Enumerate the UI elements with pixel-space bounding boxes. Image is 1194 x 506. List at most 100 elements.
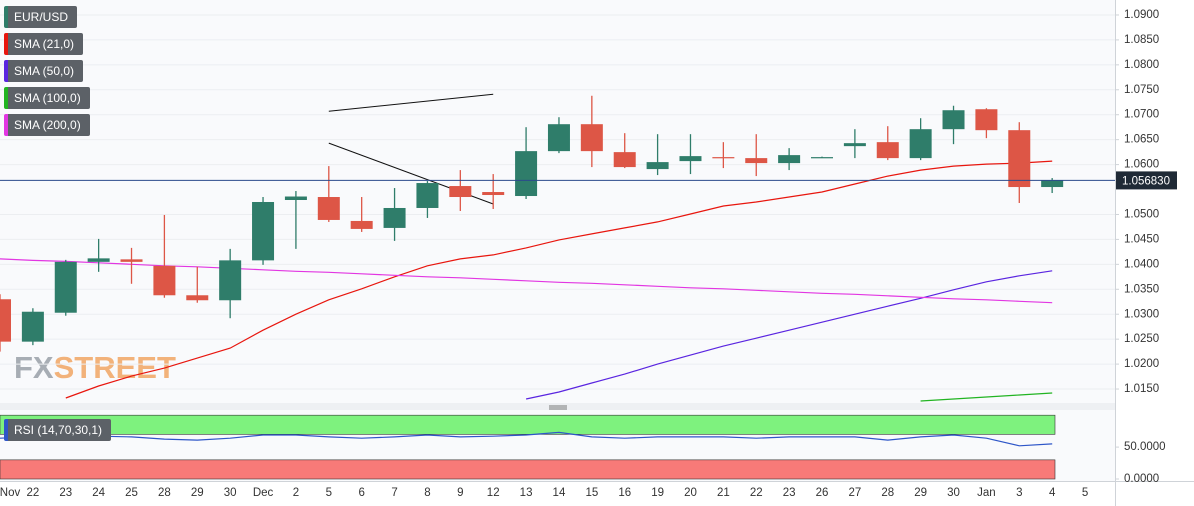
y-tick-label: 1.0400 bbox=[1124, 258, 1159, 270]
x-tick-label: 24 bbox=[92, 487, 105, 499]
x-tick-label: Nov bbox=[0, 487, 20, 499]
y-tick-label: 1.0900 bbox=[1124, 9, 1159, 21]
y-tick-label: 0.0000 bbox=[1124, 473, 1159, 485]
candle-body bbox=[120, 259, 143, 262]
x-tick-label: 23 bbox=[59, 487, 72, 499]
y-tick-label: 1.0850 bbox=[1124, 34, 1159, 46]
watermark: FXSTREET bbox=[14, 350, 176, 385]
last-price-box bbox=[1116, 171, 1177, 190]
y-tick-label: 1.0150 bbox=[1124, 383, 1159, 395]
x-tick-label: Dec bbox=[253, 487, 274, 499]
last-price-label: 1.056830 bbox=[1122, 175, 1170, 187]
x-tick-label: 3 bbox=[1016, 487, 1022, 499]
candle-body bbox=[778, 155, 801, 164]
candle-body bbox=[580, 124, 603, 152]
x-tick-label: 7 bbox=[391, 487, 397, 499]
x-tick-label: Jan bbox=[977, 487, 996, 499]
candle-body bbox=[54, 261, 77, 313]
x-tick-label: 19 bbox=[651, 487, 664, 499]
legend-entry[interactable]: SMA (21,0) bbox=[4, 33, 84, 55]
x-tick-label: 26 bbox=[816, 487, 829, 499]
x-tick-label: 30 bbox=[224, 487, 237, 499]
x-tick-label: 27 bbox=[848, 487, 861, 499]
legend-entry[interactable]: SMA (200,0) bbox=[4, 114, 90, 136]
sma-line bbox=[525, 270, 1053, 400]
axes: 1.0900 1.0850 1.0800 1.0750 1.0700 1.0650 1.06… bbox=[0, 9, 1177, 499]
candle-body bbox=[547, 124, 570, 152]
x-tick-label: 4 bbox=[1049, 487, 1056, 499]
candle-body bbox=[317, 197, 340, 220]
x-tick-label: 13 bbox=[520, 487, 533, 499]
x-tick-label: 29 bbox=[191, 487, 204, 499]
x-tick-label: 5 bbox=[326, 487, 332, 499]
x-tick-label: 2 bbox=[293, 487, 299, 499]
x-tick-label: 9 bbox=[457, 487, 463, 499]
candle-body bbox=[942, 110, 965, 130]
x-tick-label: 15 bbox=[585, 487, 598, 499]
candle-body bbox=[252, 201, 275, 261]
x-tick-label: 8 bbox=[424, 487, 430, 499]
candle-body bbox=[909, 129, 932, 159]
plot-area bbox=[0, 0, 1115, 403]
main-pane bbox=[0, 14, 1115, 402]
candle-body bbox=[416, 183, 439, 208]
x-tick-label: 22 bbox=[750, 487, 763, 499]
candle-body bbox=[1041, 180, 1064, 188]
y-tick-label: 1.0500 bbox=[1124, 208, 1159, 220]
rsi-zone bbox=[0, 459, 1056, 480]
candle-body bbox=[449, 186, 472, 198]
candle-body bbox=[153, 265, 176, 296]
candle-body bbox=[1008, 130, 1031, 188]
y-tick-label: 1.0350 bbox=[1124, 283, 1159, 295]
x-tick-label: 30 bbox=[947, 487, 960, 499]
sma-line bbox=[65, 160, 1053, 399]
candle-body bbox=[975, 109, 998, 131]
x-tick-label: 22 bbox=[26, 487, 39, 499]
legend-entry[interactable]: EUR/USD bbox=[4, 6, 78, 28]
y-tick-label: 1.0700 bbox=[1124, 109, 1159, 121]
x-tick-label: 5 bbox=[1082, 487, 1088, 499]
legend-entry[interactable]: SMA (50,0) bbox=[4, 60, 84, 82]
x-tick-label: 21 bbox=[717, 487, 730, 499]
candle-body bbox=[482, 192, 505, 196]
candle-body bbox=[515, 151, 538, 197]
candle-body bbox=[646, 162, 669, 170]
x-tick-label: 28 bbox=[881, 487, 894, 499]
x-tick-label: 29 bbox=[914, 487, 927, 499]
candle-body bbox=[843, 143, 866, 147]
x-tick-label: 12 bbox=[487, 487, 500, 499]
candle-body bbox=[219, 260, 242, 301]
candle-body bbox=[712, 157, 735, 159]
x-tick-label: 20 bbox=[684, 487, 697, 499]
rsi-title[interactable]: RSI (14,70,30,1) bbox=[4, 419, 112, 441]
rsi-zone bbox=[0, 414, 1056, 435]
candle-body bbox=[613, 152, 636, 168]
rsi-pane bbox=[0, 414, 1056, 480]
legend-entry[interactable]: SMA (100,0) bbox=[4, 87, 90, 109]
y-tick-label: 1.0600 bbox=[1124, 159, 1159, 171]
sma-line bbox=[920, 392, 1053, 402]
y-tick-label: 1.0800 bbox=[1124, 59, 1159, 71]
y-tick-label: 1.0450 bbox=[1124, 233, 1159, 245]
candle-body bbox=[0, 299, 11, 342]
trend-line bbox=[328, 93, 494, 112]
rsi-line bbox=[0, 431, 1053, 447]
candle-body bbox=[876, 142, 899, 159]
x-tick-label: 28 bbox=[158, 487, 171, 499]
x-tick-label: 23 bbox=[783, 487, 796, 499]
watermark-part: STREET bbox=[54, 350, 176, 385]
candle-body bbox=[284, 196, 307, 201]
candle-body bbox=[811, 157, 833, 159]
y-tick-label: 1.0300 bbox=[1124, 308, 1159, 320]
candle-body bbox=[21, 311, 44, 342]
y-tick-label: 1.0250 bbox=[1124, 333, 1159, 345]
y-tick-label: 1.0750 bbox=[1124, 84, 1159, 96]
candle-body bbox=[745, 158, 768, 164]
x-tick-label: 14 bbox=[553, 487, 566, 499]
candle-body bbox=[679, 156, 702, 162]
candle-body bbox=[186, 295, 209, 301]
candle-body bbox=[383, 207, 406, 228]
y-tick-label: 1.0200 bbox=[1124, 358, 1159, 370]
